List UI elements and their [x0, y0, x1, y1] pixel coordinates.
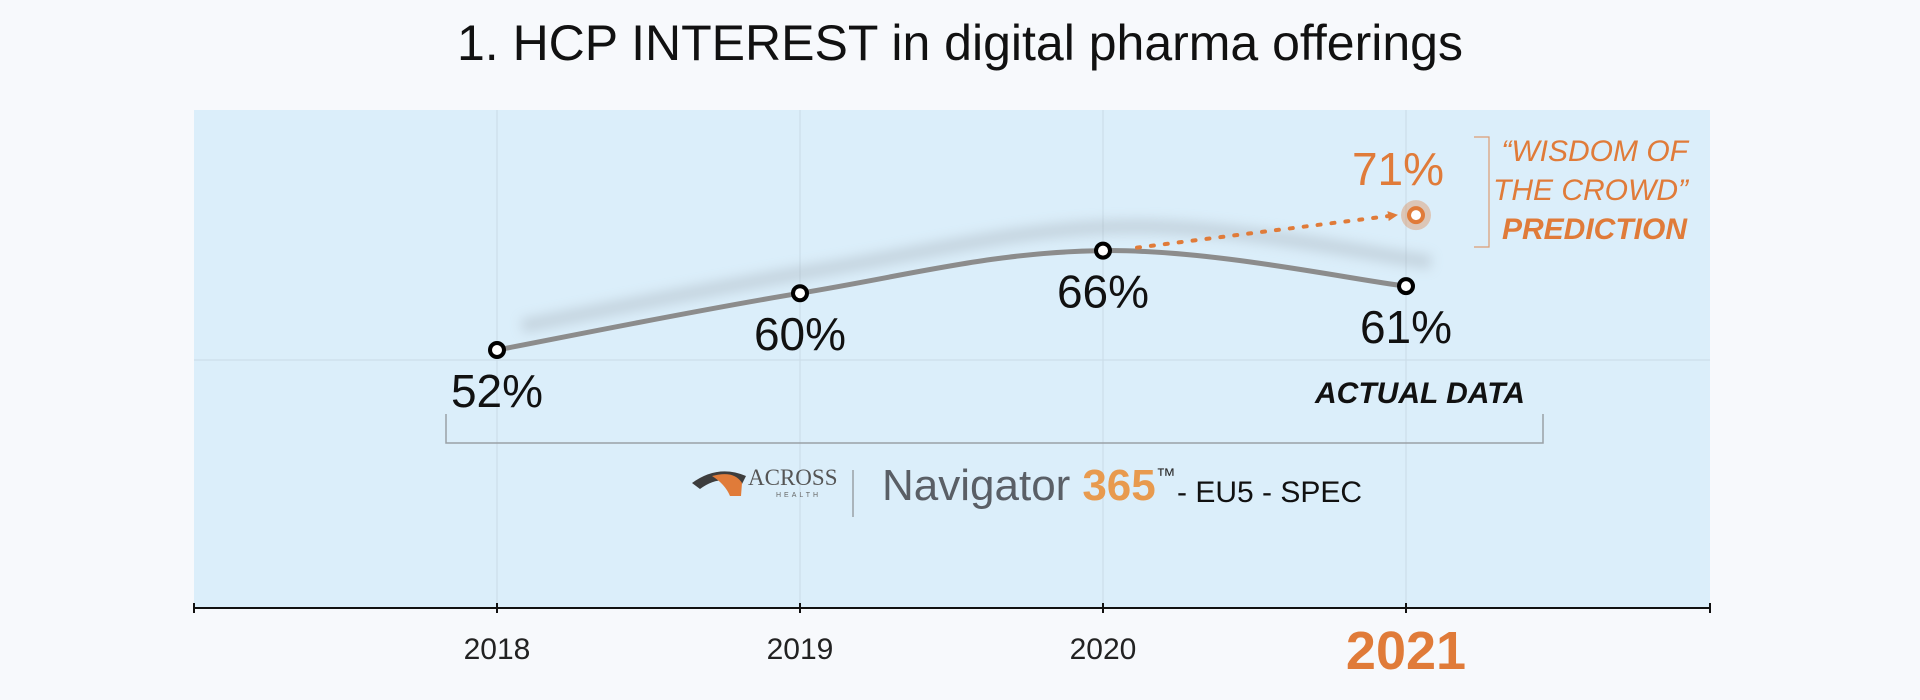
product-name: Navigator: [882, 461, 1070, 510]
plot-area: [194, 110, 1710, 608]
brand-suffix: - EU5 - SPEC: [1177, 476, 1362, 509]
x-tick-label-2019: 2019: [767, 633, 834, 666]
series-line-actual: [494, 248, 1409, 353]
grid-lines: [194, 110, 1710, 608]
value-label-2019: 60%: [754, 308, 846, 360]
product-number: 365: [1082, 461, 1155, 510]
prediction-arrow: [1135, 211, 1398, 250]
trademark: ™: [1156, 465, 1176, 487]
navigator-wordmark: Navigator 365™: [882, 461, 1176, 510]
value-label-2021: 61%: [1360, 301, 1452, 353]
value-labels: 52% 60% 66% 61%: [451, 266, 1452, 417]
across-health-logo: ACROSS HEALTH: [692, 465, 837, 499]
data-point-2020: [1094, 241, 1112, 260]
chart-title: 1. HCP INTEREST in digital pharma offeri…: [456, 15, 1463, 71]
actual-data-label: ACTUAL DATA: [1314, 377, 1525, 410]
data-points: [488, 241, 1415, 359]
logo-subtext: HEALTH: [776, 492, 821, 499]
value-label-2020: 66%: [1057, 266, 1149, 318]
x-tick-labels: 2018 2019 2020 2021: [464, 621, 1466, 681]
prediction-value-label: 71%: [1352, 143, 1444, 195]
brand-block: ACROSS HEALTH Navigator 365™ - EU5 - SPEC: [692, 461, 1362, 517]
data-point-2021: [1397, 277, 1415, 296]
x-tick-label-2018: 2018: [464, 633, 531, 666]
ghost-trend-line: [520, 219, 1432, 333]
value-label-2018: 52%: [451, 365, 543, 417]
data-point-2018: [488, 341, 506, 359]
crowd-line-2: THE CROWD”: [1493, 174, 1690, 207]
x-tick-label-2021: 2021: [1346, 621, 1466, 681]
logo-text: ACROSS: [748, 465, 837, 490]
data-bracket: [445, 414, 1544, 444]
prediction-point: [1407, 206, 1425, 225]
crowd-line-3: PREDICTION: [1502, 213, 1688, 246]
data-point-2019: [791, 284, 809, 303]
prediction-bracket: [1474, 136, 1490, 248]
crowd-line-1: “WISDOM OF: [1501, 135, 1689, 168]
x-axis-ticks: [193, 603, 1711, 613]
logo-swoosh-orange: [712, 474, 742, 496]
x-tick-label-2020: 2020: [1070, 633, 1137, 666]
